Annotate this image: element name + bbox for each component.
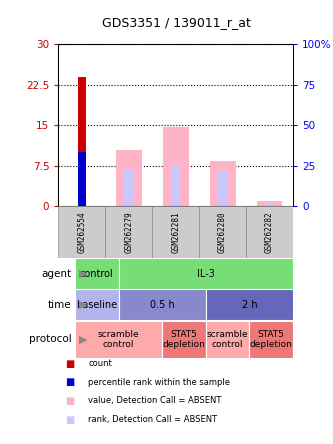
Text: IL-3: IL-3 <box>197 269 215 278</box>
Bar <box>163 127 188 206</box>
Bar <box>210 161 235 206</box>
Text: agent: agent <box>42 269 72 278</box>
Text: STAT5
depletion: STAT5 depletion <box>163 330 205 349</box>
Text: ■: ■ <box>65 359 74 369</box>
Text: time: time <box>48 300 72 309</box>
Text: ■: ■ <box>65 377 74 387</box>
Text: scramble
control: scramble control <box>98 330 139 349</box>
Bar <box>265 204 274 206</box>
Text: GSM262554: GSM262554 <box>77 211 86 253</box>
Text: ▶: ▶ <box>79 300 88 309</box>
Text: 0.5 h: 0.5 h <box>150 300 174 309</box>
Bar <box>246 206 293 258</box>
Bar <box>58 206 105 258</box>
Bar <box>78 77 86 206</box>
Bar <box>206 289 293 320</box>
Text: ■: ■ <box>65 396 74 406</box>
Text: value, Detection Call = ABSENT: value, Detection Call = ABSENT <box>88 396 222 405</box>
Bar <box>125 169 133 206</box>
Bar <box>257 201 282 206</box>
Text: GDS3351 / 139011_r_at: GDS3351 / 139011_r_at <box>102 16 251 28</box>
Bar <box>119 258 293 289</box>
Text: scramble
control: scramble control <box>207 330 248 349</box>
Bar <box>218 171 227 206</box>
Bar <box>162 321 206 358</box>
Text: baseline: baseline <box>76 300 117 309</box>
Text: ▶: ▶ <box>79 334 88 345</box>
Text: GSM262282: GSM262282 <box>265 211 274 253</box>
Text: count: count <box>88 359 112 368</box>
Bar <box>75 289 119 320</box>
Bar <box>75 321 162 358</box>
Text: GSM262279: GSM262279 <box>124 211 133 253</box>
Text: 2 h: 2 h <box>242 300 257 309</box>
Bar <box>249 321 293 358</box>
Bar <box>206 321 249 358</box>
Bar <box>75 258 119 289</box>
Bar <box>199 206 246 258</box>
Text: percentile rank within the sample: percentile rank within the sample <box>88 378 230 387</box>
Text: STAT5
depletion: STAT5 depletion <box>250 330 293 349</box>
Text: rank, Detection Call = ABSENT: rank, Detection Call = ABSENT <box>88 415 217 424</box>
Text: protocol: protocol <box>29 334 72 345</box>
Text: control: control <box>80 269 114 278</box>
Bar <box>152 206 199 258</box>
Text: GSM262281: GSM262281 <box>171 211 180 253</box>
Text: GSM262280: GSM262280 <box>218 211 227 253</box>
Text: ▶: ▶ <box>79 269 88 278</box>
Bar <box>116 150 142 206</box>
Bar <box>119 289 206 320</box>
Bar <box>171 166 180 206</box>
Text: ■: ■ <box>65 415 74 424</box>
Bar <box>78 152 86 206</box>
Bar <box>105 206 152 258</box>
